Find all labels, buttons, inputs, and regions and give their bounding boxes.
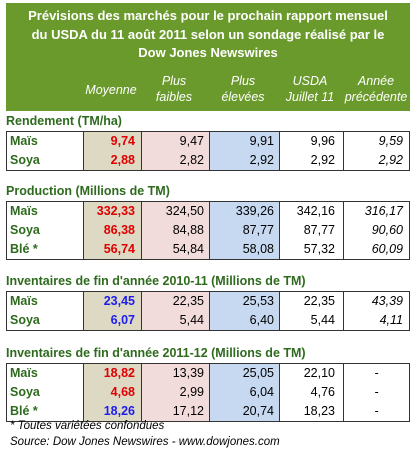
annee-precedente-cell: 4,11 <box>343 311 409 330</box>
table-row: Soya 4,68 2,99 6,04 4,76- <box>7 383 409 402</box>
usda-cell: 5,44 <box>279 311 343 330</box>
usda-cell: 342,16 <box>279 202 343 221</box>
row-label: Maïs <box>10 366 38 380</box>
section-title: Inventaires de fin d'année 2010-11 (Mill… <box>6 274 306 288</box>
plus-faibles-cell: 9,47 <box>141 132 209 151</box>
annee-precedente-cell: - <box>343 402 409 421</box>
report-title: Prévisions des marchés pour le prochain … <box>6 3 410 69</box>
plus-faibles-cell: 84,88 <box>141 221 209 240</box>
moyenne-cell: 332,33 <box>83 202 141 221</box>
annee-precedente-cell: 43,39 <box>343 292 409 311</box>
section-table: Maïs 332,33 324,50 339,26 342,16 316,17 Soya 86… <box>6 201 410 260</box>
section-table: Maïs 9,74 9,47 9,91 9,96 9,59 Soya 2,88 2,82 2,92… <box>6 131 410 171</box>
plus-elevees-cell: 25,05 <box>209 364 279 383</box>
col-usda-line-1: USDA <box>292 74 328 88</box>
moyenne-cell: 2,88 <box>83 151 141 170</box>
moyenne-cell: 9,74 <box>83 132 141 151</box>
plus-elevees-cell: 6,04 <box>209 383 279 402</box>
table-row: Soya 86,38 84,88 87,77 87,77 90,60 <box>7 221 409 240</box>
annee-precedente-cell: 9,59 <box>343 132 409 151</box>
usda-cell: 22,35 <box>279 292 343 311</box>
plus-elevees-cell: 25,53 <box>209 292 279 311</box>
plus-elevees-cell: 339,26 <box>209 202 279 221</box>
usda-cell: 22,10 <box>279 364 343 383</box>
col-plus-elevees-line-2: élevées <box>221 90 265 104</box>
col-plus-faibles: Plus faibles <box>140 73 208 105</box>
table-row: Soya 2,88 2,82 2,92 2,92 2,92 <box>7 151 409 170</box>
row-label: Soya <box>10 223 40 237</box>
col-moyenne: Moyenne <box>85 83 137 97</box>
table-row: Maïs 332,33 324,50 339,26 342,16 316,17 <box>7 202 409 221</box>
usda-cell: 9,96 <box>279 132 343 151</box>
plus-elevees-cell: 20,74 <box>209 402 279 421</box>
row-label: Maïs <box>10 204 38 218</box>
plus-faibles-cell: 22,35 <box>141 292 209 311</box>
col-plus-elevees: Plus élevées <box>208 73 278 105</box>
plus-faibles-cell: 17,12 <box>141 402 209 421</box>
moyenne-cell: 18,26 <box>83 402 141 421</box>
plus-elevees-cell: 58,08 <box>209 240 279 259</box>
usda-cell: 18,23 <box>279 402 343 421</box>
moyenne-cell: 23,45 <box>83 292 141 311</box>
section-table: Maïs 18,82 13,39 25,05 22,10- Soya 4,68 2,99 6,0… <box>6 363 410 422</box>
plus-elevees-cell: 2,92 <box>209 151 279 170</box>
usda-cell: 4,76 <box>279 383 343 402</box>
row-label: Maïs <box>10 294 38 308</box>
plus-elevees-cell: 9,91 <box>209 132 279 151</box>
plus-faibles-cell: 13,39 <box>141 364 209 383</box>
col-annee-precedente: Année précédente <box>342 73 410 105</box>
annee-precedente-cell: 60,09 <box>343 240 409 259</box>
annee-precedente-cell: 2,92 <box>343 151 409 170</box>
col-usda-juillet: USDA Juillet 11 <box>278 73 342 105</box>
plus-faibles-cell: 2,99 <box>141 383 209 402</box>
section-table: Maïs 23,45 22,35 25,53 22,35 43,39 Soya 6,07 5,4… <box>6 291 410 331</box>
table-row: Blé * 56,74 54,84 58,08 57,32 60,09 <box>7 240 409 259</box>
row-label: Soya <box>10 385 40 399</box>
usda-cell: 87,77 <box>279 221 343 240</box>
column-header: Moyenne Plus faibles Plus élevées USDA J… <box>6 69 410 111</box>
col-usda-line-2: Juillet 11 <box>285 90 335 104</box>
table-row: Soya 6,07 5,44 6,40 5,44 4,11 <box>7 311 409 330</box>
section-title: Production (Millions de TM) <box>6 184 170 198</box>
plus-elevees-cell: 87,77 <box>209 221 279 240</box>
col-plus-elevees-line-1: Plus <box>230 74 256 88</box>
row-label: Soya <box>10 313 40 327</box>
table-row: Blé * 18,26 17,12 20,74 18,23- <box>7 402 409 421</box>
table-row: Maïs 23,45 22,35 25,53 22,35 43,39 <box>7 292 409 311</box>
annee-precedente-cell: 90,60 <box>343 221 409 240</box>
plus-elevees-cell: 6,40 <box>209 311 279 330</box>
annee-precedente-cell: 316,17 <box>343 202 409 221</box>
annee-precedente-cell: - <box>343 383 409 402</box>
moyenne-cell: 6,07 <box>83 311 141 330</box>
usda-cell: 57,32 <box>279 240 343 259</box>
plus-faibles-cell: 5,44 <box>141 311 209 330</box>
section-title: Rendement (TM/ha) <box>6 114 122 128</box>
title-line-1: Prévisions des marchés pour le prochain … <box>28 8 388 23</box>
source-line: Source: Dow Jones Newswires - www.dowjon… <box>10 436 280 448</box>
moyenne-cell: 56,74 <box>83 240 141 259</box>
plus-faibles-cell: 54,84 <box>141 240 209 259</box>
plus-faibles-cell: 2,82 <box>141 151 209 170</box>
row-label: Soya <box>10 153 40 167</box>
title-line-2: du USDA du 11 août 2011 selon un sondage… <box>31 26 385 42</box>
moyenne-cell: 18,82 <box>83 364 141 383</box>
footnote: * Toutes variétées confondues <box>10 420 165 432</box>
table-row: Maïs 9,74 9,47 9,91 9,96 9,59 <box>7 132 409 151</box>
col-annee-line-1: Année <box>357 74 395 88</box>
col-plus-faibles-line-1: Plus <box>161 74 187 88</box>
plus-faibles-cell: 324,50 <box>141 202 209 221</box>
row-label: Blé * <box>10 404 38 418</box>
usda-cell: 2,92 <box>279 151 343 170</box>
moyenne-cell: 86,38 <box>83 221 141 240</box>
table-row: Maïs 18,82 13,39 25,05 22,10- <box>7 364 409 383</box>
annee-precedente-cell: - <box>343 364 409 383</box>
row-label: Maïs <box>10 134 38 148</box>
title-line-3: Dow Jones Newswires <box>138 45 278 60</box>
moyenne-cell: 4,68 <box>83 383 141 402</box>
section-title: Inventaires de fin d'année 2011-12 (Mill… <box>6 346 306 360</box>
col-annee-line-2: précédente <box>344 90 408 104</box>
col-plus-faibles-line-2: faibles <box>155 90 193 104</box>
row-label: Blé * <box>10 242 38 256</box>
